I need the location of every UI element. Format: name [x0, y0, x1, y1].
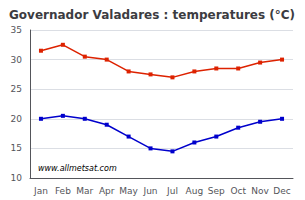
svg-text:Mar: Mar [76, 186, 93, 196]
svg-text:25: 25 [11, 84, 22, 94]
svg-text:Feb: Feb [55, 186, 71, 196]
svg-text:Nov: Nov [251, 186, 269, 196]
svg-text:Oct: Oct [230, 186, 246, 196]
svg-text:May: May [119, 186, 138, 196]
svg-text:Governador Valadares : tempera: Governador Valadares : temperatures (°C) [9, 8, 295, 22]
svg-text:30: 30 [11, 55, 23, 65]
svg-text:www.allmetsat.com: www.allmetsat.com [38, 164, 117, 173]
svg-text:Sep: Sep [208, 186, 225, 196]
svg-text:Jan: Jan [33, 186, 48, 196]
svg-text:Jul: Jul [166, 186, 178, 196]
svg-text:Aug: Aug [186, 186, 204, 196]
svg-text:Apr: Apr [99, 186, 115, 196]
svg-text:Jun: Jun [143, 186, 158, 196]
svg-text:10: 10 [11, 173, 23, 183]
svg-text:15: 15 [11, 143, 22, 153]
svg-text:35: 35 [11, 25, 22, 35]
svg-text:20: 20 [11, 114, 23, 124]
svg-text:Dec: Dec [273, 186, 290, 196]
